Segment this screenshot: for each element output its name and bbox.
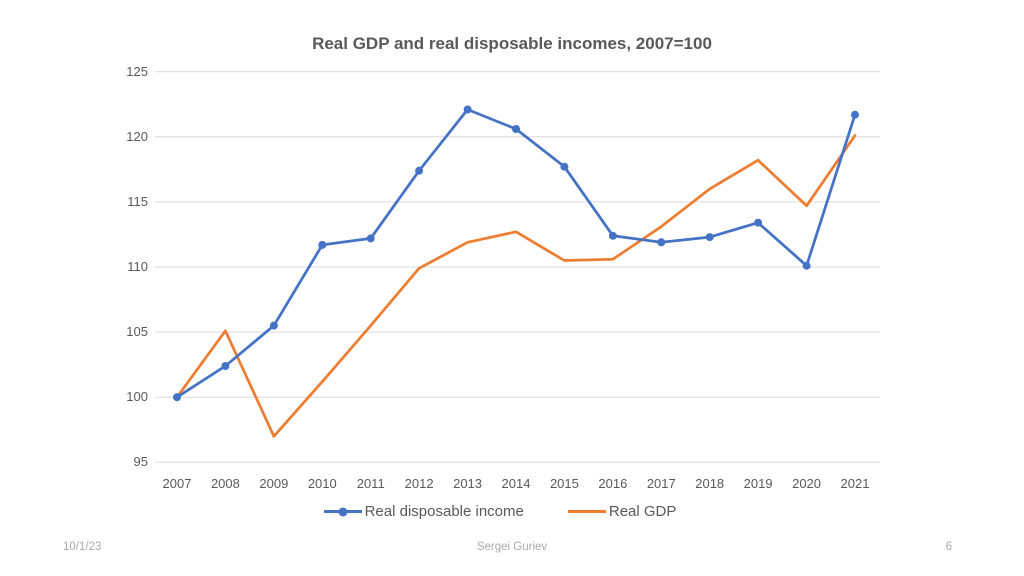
data-point-marker [851,110,859,119]
series-line-0 [175,108,857,399]
legend-label-real-gdp: Real GDP [608,503,677,520]
y-tick-label: 125 [126,63,148,79]
data-point-marker [802,261,811,270]
x-tick-label: 2018 [695,476,725,491]
data-point-marker [705,233,714,242]
legend-line-marker-swatch [323,507,362,516]
x-tick-label: 2010 [307,476,337,491]
x-tick-label: 2008 [210,476,240,491]
data-point-marker [560,162,569,171]
x-tick-label: 2021 [840,476,870,491]
legend-line-swatch [567,510,606,513]
data-point-marker [608,231,617,240]
y-tick-label: 105 [126,324,148,340]
x-tick-label: 2011 [356,476,385,491]
data-point-marker [754,218,763,227]
data-point-marker [269,321,278,330]
x-tick-label: 2019 [743,476,773,491]
y-tick-label: 100 [126,389,148,405]
footer-date: 10/1/23 [63,541,102,553]
x-tick-label: 2012 [404,476,434,491]
y-tick-label: 115 [127,193,148,209]
chart-legend: Real disposable income Real GDP [0,503,1012,520]
y-tick-label: 110 [127,259,148,274]
footer-author: Sergei Guriev [476,541,548,553]
x-tick-label: 2009 [259,476,289,491]
y-tick-label: 120 [126,128,148,144]
data-point-marker [173,393,181,402]
data-point-marker [512,125,520,133]
legend-marker-dot-icon [338,507,348,516]
data-point-marker [366,234,375,243]
data-point-marker [657,238,666,247]
data-point-marker [463,105,472,114]
legend-item-real-disposable-income: Real disposable income [323,503,524,520]
series-line-1 [175,134,857,438]
data-point-marker [318,240,327,249]
chart-title: Real GDP and real disposable incomes, 20… [312,34,712,53]
data-point-marker [415,166,424,175]
x-tick-label: 2014 [501,476,531,491]
data-point-marker [221,362,230,370]
x-tick-label: 2007 [162,476,192,491]
footer-page-number: 6 [945,541,952,553]
legend-item-real-gdp: Real GDP [567,503,677,520]
x-tick-label: 2013 [453,476,483,491]
x-tick-label: 2020 [792,476,822,491]
x-tick-label: 2016 [598,476,628,491]
x-tick-label: 2015 [549,476,579,491]
y-tick-label: 95 [133,454,148,470]
x-tick-label: 2017 [646,476,676,491]
legend-label-real-disposable-income: Real disposable income [364,503,524,520]
